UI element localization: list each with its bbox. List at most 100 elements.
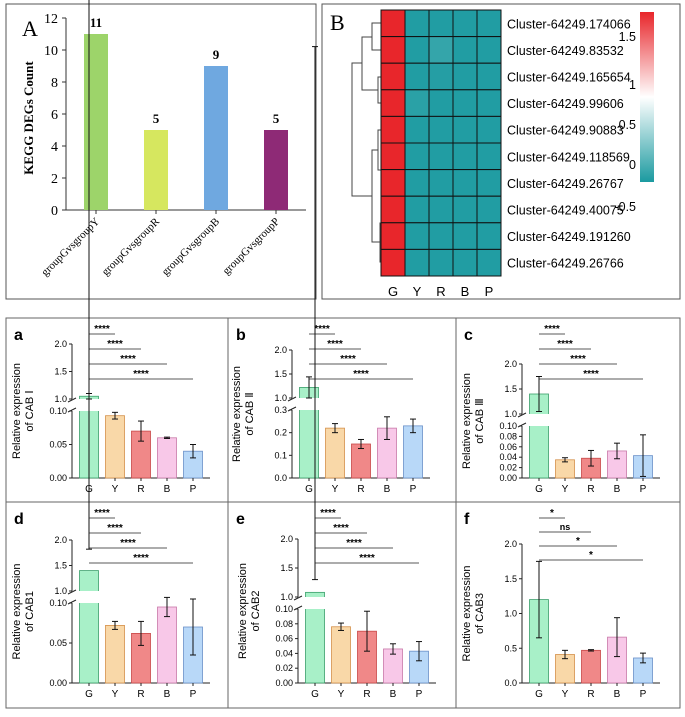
heatmap-cell (476, 115, 502, 144)
panel-b-letter: b (236, 327, 246, 344)
panel-a-kegg-chart: A KEGG DEGs Count 0 2 4 6 8 10 12 groupGvsgroup… (5, 3, 317, 300)
axis-break-mark (287, 396, 297, 402)
heatmap-column-label: P (485, 284, 494, 299)
y-tick-label: 0.0 (274, 473, 287, 483)
heatmap-cell (404, 36, 430, 64)
panel-c-chart: c Relative expression of CAB Ⅲ 1.0 1.5 2.0 0.0… (461, 324, 660, 495)
heatmap-cell (428, 36, 454, 64)
y-tick-label: 0.10 (275, 604, 293, 614)
heatmap-cell (404, 115, 430, 144)
colorbar-tick-label: -0.5 (614, 200, 636, 214)
significance-label: **** (120, 538, 136, 549)
heatmap-cell (404, 195, 430, 224)
significance-label: ns (560, 522, 571, 532)
heatmap-cell (452, 248, 478, 277)
y-tick-label: 0.10 (499, 421, 517, 431)
y-tick-label: 0.06 (275, 634, 293, 644)
panel-a-x-tick-label: groupGvsgroupY (39, 216, 102, 279)
significance-label: **** (340, 354, 356, 365)
panel-c-y-label-line1: Relative expression (461, 373, 473, 469)
heatmap-cell (452, 169, 478, 197)
heatmap-cell (380, 222, 406, 250)
significance-label: **** (327, 339, 343, 350)
y-tick-label: 1.5 (504, 384, 517, 394)
panel-e-letter: e (236, 511, 245, 528)
heatmap-cell (428, 248, 454, 277)
significance-label: **** (557, 339, 573, 350)
heatmap-cell (452, 142, 478, 171)
heatmap-row-label: Cluster-64249.99606 (507, 97, 624, 111)
x-tick-label: R (357, 484, 364, 495)
heatmap-cell (476, 169, 502, 197)
significance-label: **** (133, 369, 149, 380)
heatmap-cell (476, 89, 502, 117)
bar-Y (325, 427, 345, 479)
bar-break-gap (78, 591, 100, 603)
heatmap-column-label: G (388, 284, 398, 299)
significance-label: **** (346, 538, 362, 549)
x-tick-label: R (137, 689, 144, 700)
bar-break-gap (298, 398, 320, 410)
x-tick-label: Y (562, 484, 569, 495)
axis-break-mark (517, 412, 527, 418)
panel-a-x-tick-label: groupGvsgroupR (100, 215, 163, 278)
x-tick-label: G (535, 689, 543, 700)
heatmap-cell (380, 195, 406, 224)
colorbar-tick-label: 1.5 (619, 30, 636, 44)
heatmap-column-label: R (436, 284, 445, 299)
panel-f-y-label-line1: Relative expression (461, 566, 473, 662)
bar-B (157, 437, 177, 479)
y-tick-label: 2.0 (54, 535, 67, 545)
panel-b-y-label-line2: of CAB Ⅱ (244, 392, 256, 435)
panel-f-lower-frame (455, 501, 681, 709)
significance-label: **** (570, 354, 586, 365)
axis-break-mark (67, 397, 77, 403)
x-tick-label: R (587, 689, 594, 700)
y-tick-label: 1.0 (54, 586, 67, 596)
panel-a-y-axis-label: KEGG DEGs Count (21, 61, 36, 175)
x-tick-label: G (85, 689, 93, 700)
significance-label: **** (133, 553, 149, 564)
y-tick-label: 0.10 (49, 406, 67, 416)
bar-break-gap (528, 414, 550, 426)
y-tick-label: 0.10 (49, 598, 67, 608)
y-tick-label: 0.08 (499, 431, 517, 441)
y-tick-label: 1.5 (280, 563, 293, 573)
panel-b-letter: B (330, 10, 345, 35)
x-tick-label: P (640, 689, 647, 700)
heatmap-cell (452, 89, 478, 117)
y-tick-label: 0.00 (49, 473, 67, 483)
panel-a-y-tick-label: 12 (44, 12, 58, 27)
significance-label: **** (107, 523, 123, 534)
y-tick-label: 0.0 (504, 678, 517, 688)
heatmap-cell (380, 9, 406, 38)
x-tick-label: G (535, 484, 543, 495)
y-tick-label: 1.0 (280, 592, 293, 602)
y-tick-label: 1.0 (504, 409, 517, 419)
panel-e-y-label-line1: Relative expression (237, 563, 249, 659)
heatmap-cell (452, 36, 478, 64)
heatmap-cell (380, 248, 406, 277)
panel-a-y-tick-label: 2 (51, 172, 58, 187)
panel-a-letter: A (22, 16, 38, 41)
heatmap-cell (428, 222, 454, 250)
y-tick-label: 0.00 (49, 678, 67, 688)
heatmap-cell (404, 9, 430, 38)
heatmap-cell (452, 115, 478, 144)
bar-Y (105, 415, 125, 479)
significance-label: * (576, 536, 580, 547)
heatmap-row-label: Cluster-64249.83532 (507, 44, 624, 58)
bar-R (351, 443, 371, 479)
panel-a-y-tick-label: 10 (44, 44, 58, 59)
bar-break-gap (304, 597, 326, 609)
y-tick-label: 0.00 (275, 678, 293, 688)
heatmap-cell (428, 9, 454, 38)
x-tick-label: G (311, 689, 319, 700)
x-tick-label: R (137, 484, 144, 495)
y-tick-label: 0.5 (504, 643, 517, 653)
panel-a-bar-groupGvsgroupY (84, 34, 108, 210)
bar-P (403, 425, 423, 479)
heatmap-cell (428, 195, 454, 224)
